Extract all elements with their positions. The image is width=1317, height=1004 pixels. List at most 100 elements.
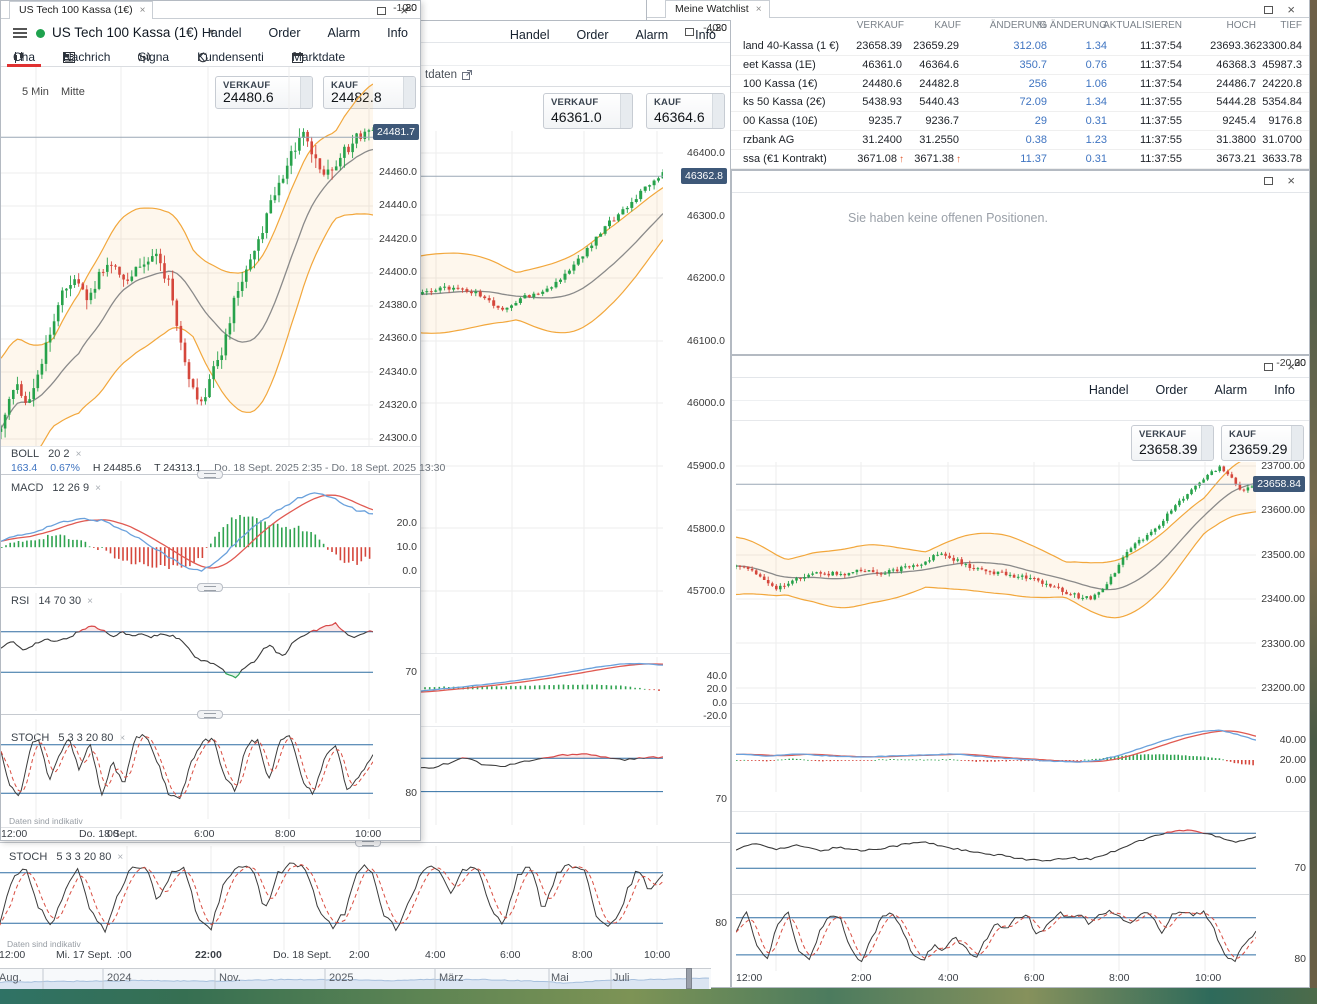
sell-button[interactable]: VERKAUF 23658.39 xyxy=(1131,425,1214,461)
tab-marktdaten-partial[interactable]: tdaten xyxy=(425,69,472,81)
tab-meine-watchlist[interactable]: Meine Watchlist × xyxy=(665,0,770,18)
instrument-name[interactable]: land 40-Kassa (1 €) xyxy=(743,40,839,52)
rsi-tick: 70 xyxy=(715,793,727,805)
table-row[interactable]: eet Kassa (1E) 46361.0 46364.6 350.7 0.7… xyxy=(647,56,1309,75)
menu-handel[interactable]: Handel xyxy=(509,28,550,42)
stoch-tick: 80 xyxy=(405,787,417,799)
verkauf-value[interactable]: 23658.39 xyxy=(856,40,902,52)
maximize-icon[interactable] xyxy=(1264,176,1274,185)
kauf-value[interactable]: 31.2550 xyxy=(919,133,959,146)
rsi-indicator-label: RSI 14 70 30 × xyxy=(11,595,94,607)
navigator-drag-handle[interactable] xyxy=(686,968,692,989)
right-chart-window: × Handel Order Alarm Info VERKAUF 23658.… xyxy=(731,355,1310,988)
close-icon[interactable]: × xyxy=(708,24,716,39)
interval-selector[interactable]: 5 Min xyxy=(22,86,49,98)
market-open-indicator xyxy=(36,29,45,38)
indicator-close-icon[interactable]: × xyxy=(117,852,124,863)
sell-button[interactable]: VERKAUF 46361.0 xyxy=(543,93,633,129)
kauf-value[interactable]: 3671.38 ↑ xyxy=(914,152,961,165)
buy-button[interactable]: KAUF 46364.6 xyxy=(646,93,725,129)
indicator-close-icon[interactable]: × xyxy=(75,449,82,460)
instrument-name[interactable]: eet Kassa (1E) xyxy=(743,58,816,71)
tab-close-icon[interactable]: × xyxy=(139,5,146,16)
menu-info[interactable]: Info xyxy=(1274,383,1295,397)
price-tick: 24340.0 xyxy=(379,365,417,378)
aenderung-value: 0.38 xyxy=(1025,133,1047,146)
maximize-icon[interactable] xyxy=(377,6,387,15)
col-verkauf[interactable]: VERKAUF xyxy=(856,20,904,31)
table-row[interactable]: 00 Kassa (10£) 9235.7 9236.7 29 0.31 11:… xyxy=(647,112,1309,131)
col-aktualisieren[interactable]: AKTUALISIEREN xyxy=(1103,20,1182,31)
tab-chart[interactable]: Cha xyxy=(6,46,42,67)
col-kauf[interactable]: KAUF xyxy=(934,20,961,31)
instrument-name[interactable]: ks 50 Kassa (2€) xyxy=(743,96,826,109)
table-row[interactable]: land 40-Kassa (1 €) 23658.39 23659.29 31… xyxy=(647,37,1309,56)
maximize-icon[interactable] xyxy=(1264,362,1274,371)
indicator-close-icon[interactable]: × xyxy=(95,483,101,494)
kauf-value[interactable]: 46364.6 xyxy=(919,58,959,71)
verkauf-value[interactable]: 3671.08 ↑ xyxy=(857,152,904,165)
menu-info[interactable]: Info xyxy=(695,28,716,42)
verkauf-value[interactable]: 46361.0 xyxy=(862,58,902,71)
instrument-name[interactable]: ssa (€1 Kontrakt) xyxy=(743,152,827,165)
menu-order[interactable]: Order xyxy=(268,26,301,40)
tab-us-tech-100[interactable]: US Tech 100 Kassa (1€) × xyxy=(9,1,154,19)
macd-tick: -20.0 xyxy=(703,710,727,722)
verkauf-value[interactable]: 5438.93 xyxy=(862,96,902,109)
tab-close-icon[interactable]: × xyxy=(755,4,762,15)
close-icon[interactable]: × xyxy=(1287,359,1295,374)
instrument-title[interactable]: US Tech 100 Kassa (1€) xyxy=(52,25,199,40)
indicator-close-icon[interactable]: × xyxy=(87,596,94,607)
tab-nachrichten[interactable]: Nachrich xyxy=(63,50,111,64)
stoch-indicator-label: STOCH 5 3 3 20 80 × xyxy=(11,732,126,744)
window-controls: × xyxy=(1264,359,1295,374)
menu-order[interactable]: Order xyxy=(1155,383,1188,397)
line-style-selector[interactable]: Mitte xyxy=(61,86,85,98)
menu-handel[interactable]: Handel xyxy=(1088,383,1129,397)
table-row[interactable]: rzbank AG 31.2400 31.2550 0.38 1.23 11:3… xyxy=(647,131,1309,150)
tab-signale[interactable]: Signa xyxy=(138,50,170,64)
pct-aenderung-value: 1.34 xyxy=(1085,96,1107,109)
kauf-value[interactable]: 9236.7 xyxy=(925,115,959,128)
instrument-name[interactable]: 100 Kassa (1€) xyxy=(743,77,818,90)
verkauf-value[interactable]: 31.2400 xyxy=(862,133,902,146)
tief-value: 5354.84 xyxy=(1262,96,1302,109)
menu-info[interactable]: Info xyxy=(387,26,408,40)
table-row[interactable]: ks 50 Kassa (2€) 5438.93 5440.43 72.09 1… xyxy=(647,93,1309,113)
menu-alarm[interactable]: Alarm xyxy=(1214,383,1248,397)
menu-alarm[interactable]: Alarm xyxy=(635,28,669,42)
close-icon[interactable]: × xyxy=(400,3,408,18)
menu-handel[interactable]: Handel xyxy=(201,26,242,40)
kauf-value[interactable]: 23659.29 xyxy=(913,40,959,52)
tab-kundensentiment[interactable]: Kundensenti xyxy=(197,50,264,64)
tab-marktdaten[interactable]: Marktdate xyxy=(291,50,346,64)
table-row[interactable]: 100 Kassa (1€) 24480.6 24482.8 256 1.06 … xyxy=(647,75,1309,94)
panel-resize-handle[interactable] xyxy=(197,470,223,479)
timeline-navigator[interactable] xyxy=(0,968,711,989)
time-tick: 8:00 xyxy=(1109,972,1130,984)
col-tief[interactable]: TIEF xyxy=(1280,20,1302,31)
panel-resize-handle[interactable] xyxy=(197,583,223,592)
verkauf-value[interactable]: 9235.7 xyxy=(868,115,902,128)
chevron-down-icon[interactable]: ▾ xyxy=(209,27,215,38)
instrument-name[interactable]: rzbank AG xyxy=(743,133,795,146)
instrument-name[interactable]: 00 Kassa (10£) xyxy=(743,115,818,128)
indicator-close-icon[interactable]: × xyxy=(119,733,126,744)
col-aenderung[interactable]: ÄNDERUNG xyxy=(989,20,1047,31)
maximize-icon[interactable] xyxy=(1264,5,1274,14)
kauf-value[interactable]: 24482.8 xyxy=(919,77,959,90)
col-hoch[interactable]: HOCH xyxy=(1226,20,1256,31)
sell-button[interactable]: VERKAUF 24480.6 xyxy=(215,76,313,109)
hamburger-menu-icon[interactable] xyxy=(13,28,27,38)
maximize-icon[interactable] xyxy=(685,27,695,36)
buy-button[interactable]: KAUF 23659.29 xyxy=(1221,425,1304,461)
kauf-value[interactable]: 5440.43 xyxy=(919,96,959,109)
menu-alarm[interactable]: Alarm xyxy=(327,26,361,40)
close-icon[interactable]: × xyxy=(1287,173,1295,188)
panel-resize-handle[interactable] xyxy=(197,710,223,719)
table-row[interactable]: ssa (€1 Kontrakt) 3671.08 ↑ 3671.38 ↑ 11.3… xyxy=(647,150,1309,169)
col-pct-aenderung[interactable]: % ÄNDERUNG xyxy=(1038,20,1107,31)
verkauf-value[interactable]: 24480.6 xyxy=(862,77,902,90)
close-icon[interactable]: × xyxy=(1287,2,1295,17)
menu-order[interactable]: Order xyxy=(576,28,609,42)
